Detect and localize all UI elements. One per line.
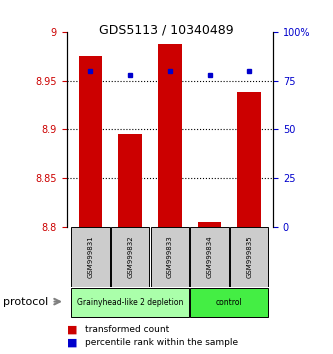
Text: control: control xyxy=(216,298,243,307)
Text: GSM999831: GSM999831 xyxy=(88,235,94,278)
Bar xyxy=(151,227,189,287)
Bar xyxy=(118,134,142,227)
Text: ■: ■ xyxy=(67,325,77,335)
Text: protocol: protocol xyxy=(3,297,49,307)
Text: GSM999835: GSM999835 xyxy=(246,235,252,278)
Bar xyxy=(71,227,110,287)
Text: percentile rank within the sample: percentile rank within the sample xyxy=(85,338,238,347)
Text: GSM999834: GSM999834 xyxy=(206,235,212,278)
Bar xyxy=(197,222,221,227)
Bar xyxy=(190,288,268,317)
Bar xyxy=(111,227,150,287)
Text: transformed count: transformed count xyxy=(85,325,169,335)
Bar xyxy=(79,56,102,227)
Bar xyxy=(158,44,182,227)
Bar xyxy=(230,227,268,287)
Text: Grainyhead-like 2 depletion: Grainyhead-like 2 depletion xyxy=(77,298,183,307)
Text: ■: ■ xyxy=(67,338,77,348)
Bar xyxy=(190,227,229,287)
Bar xyxy=(237,92,261,227)
Text: GSM999832: GSM999832 xyxy=(127,235,133,278)
Text: GDS5113 / 10340489: GDS5113 / 10340489 xyxy=(99,23,234,36)
Text: GSM999833: GSM999833 xyxy=(167,235,173,278)
Bar xyxy=(71,288,189,317)
